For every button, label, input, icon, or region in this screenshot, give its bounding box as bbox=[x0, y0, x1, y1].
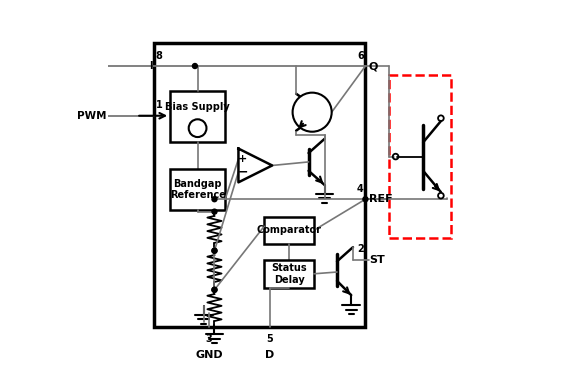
Circle shape bbox=[192, 64, 198, 68]
Text: 1: 1 bbox=[156, 100, 163, 110]
Text: REF: REF bbox=[369, 194, 393, 204]
Bar bbox=[170, 91, 225, 142]
Text: +: + bbox=[238, 154, 247, 164]
Text: Bias Supply: Bias Supply bbox=[165, 101, 230, 111]
Circle shape bbox=[188, 119, 207, 137]
Text: Bandgap
Reference: Bandgap Reference bbox=[170, 179, 226, 200]
Bar bbox=[154, 43, 365, 327]
Text: Comparator: Comparator bbox=[256, 225, 321, 235]
Text: PWM: PWM bbox=[77, 111, 106, 121]
Text: 4: 4 bbox=[357, 184, 364, 194]
Text: I: I bbox=[149, 61, 152, 71]
Bar bbox=[170, 169, 225, 210]
Text: 3: 3 bbox=[206, 334, 212, 344]
Circle shape bbox=[212, 248, 217, 253]
Text: 6: 6 bbox=[357, 51, 364, 61]
Text: D: D bbox=[265, 350, 274, 360]
Text: GND: GND bbox=[195, 350, 223, 360]
Text: ST: ST bbox=[369, 255, 385, 265]
Text: 5: 5 bbox=[266, 334, 273, 344]
Circle shape bbox=[212, 287, 217, 292]
Text: Q: Q bbox=[369, 61, 379, 71]
Text: 8: 8 bbox=[156, 51, 163, 61]
Circle shape bbox=[212, 209, 217, 214]
Bar bbox=[388, 75, 451, 238]
Bar bbox=[264, 260, 314, 288]
Text: Status
Delay: Status Delay bbox=[271, 263, 307, 285]
Text: 2: 2 bbox=[357, 244, 364, 254]
Circle shape bbox=[212, 197, 217, 202]
Circle shape bbox=[292, 92, 332, 132]
Circle shape bbox=[363, 197, 368, 202]
Bar bbox=[264, 217, 314, 243]
Text: −: − bbox=[238, 165, 248, 178]
Circle shape bbox=[212, 248, 217, 253]
Bar bbox=[273, 63, 355, 189]
Circle shape bbox=[212, 287, 217, 292]
